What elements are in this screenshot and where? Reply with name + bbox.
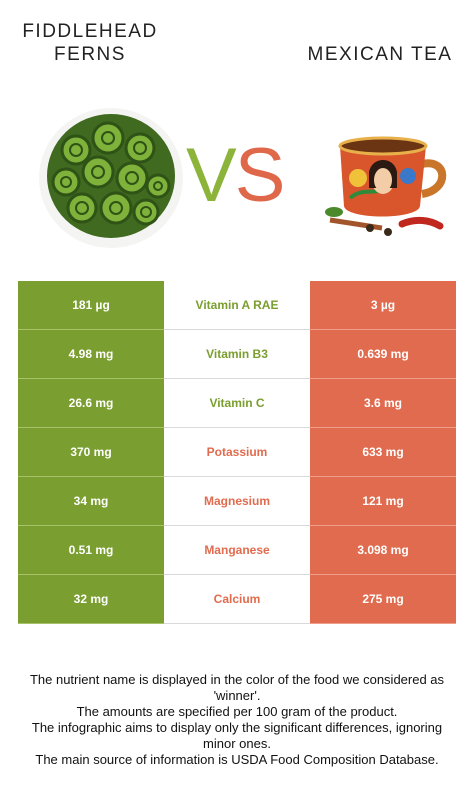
right-value-cell: 3.098 mg	[310, 526, 456, 575]
footer-notes: The nutrient name is displayed in the co…	[14, 672, 460, 768]
nutrient-name-cell: Vitamin A RAE	[164, 281, 310, 330]
nutrient-name-cell: Vitamin C	[164, 379, 310, 428]
footer-note: The infographic aims to display only the…	[31, 720, 443, 751]
left-value-cell: 34 mg	[18, 477, 164, 526]
table-row: 370 mg Potassium 633 mg	[18, 428, 456, 477]
vs-s: S	[234, 133, 286, 218]
left-value-cell: 4.98 mg	[18, 330, 164, 379]
nutrient-name-cell: Calcium	[164, 575, 310, 624]
vs-v: V	[186, 133, 237, 218]
footer-note: The main source of information is USDA F…	[35, 752, 439, 767]
right-value-cell: 275 mg	[310, 575, 456, 624]
table-row: 26.6 mg Vitamin C 3.6 mg	[18, 379, 456, 428]
right-value-cell: 121 mg	[310, 477, 456, 526]
vs-label: VS	[186, 128, 286, 224]
nutrient-name-cell: Manganese	[164, 526, 310, 575]
comparison-table: 181 µg Vitamin A RAE 3 µg 4.98 mg Vitamin B3…	[18, 281, 456, 624]
right-value-cell: 633 mg	[310, 428, 456, 477]
table-row: 34 mg Magnesium 121 mg	[18, 477, 456, 526]
right-value-cell: 3 µg	[310, 281, 456, 330]
nutrient-name-cell: Potassium	[164, 428, 310, 477]
left-food-title: FIDDLEHEAD FERNS	[22, 21, 158, 65]
nutrient-name-cell: Vitamin B3	[164, 330, 310, 379]
left-value-cell: 370 mg	[18, 428, 164, 477]
left-value-cell: 181 µg	[18, 281, 164, 330]
footer-note: The amounts are specified per 100 gram o…	[76, 704, 398, 719]
table-row: 32 mg Calcium 275 mg	[18, 575, 456, 624]
left-value-cell: 0.51 mg	[18, 526, 164, 575]
table-row: 181 µg Vitamin A RAE 3 µg	[18, 281, 456, 330]
mexican-tea-image	[325, 136, 447, 236]
nutrient-name-cell: Magnesium	[164, 477, 310, 526]
left-value-cell: 26.6 mg	[18, 379, 164, 428]
table-row: 4.98 mg Vitamin B3 0.639 mg	[18, 330, 456, 379]
right-value-cell: 3.6 mg	[310, 379, 456, 428]
right-food-title: MEXICAN TEA	[307, 44, 453, 65]
left-value-cell: 32 mg	[18, 575, 164, 624]
table-row: 0.51 mg Manganese 3.098 mg	[18, 526, 456, 575]
footer-note: The nutrient name is displayed in the co…	[29, 672, 445, 703]
fiddlehead-ferns-image	[39, 108, 183, 248]
right-value-cell: 0.639 mg	[310, 330, 456, 379]
